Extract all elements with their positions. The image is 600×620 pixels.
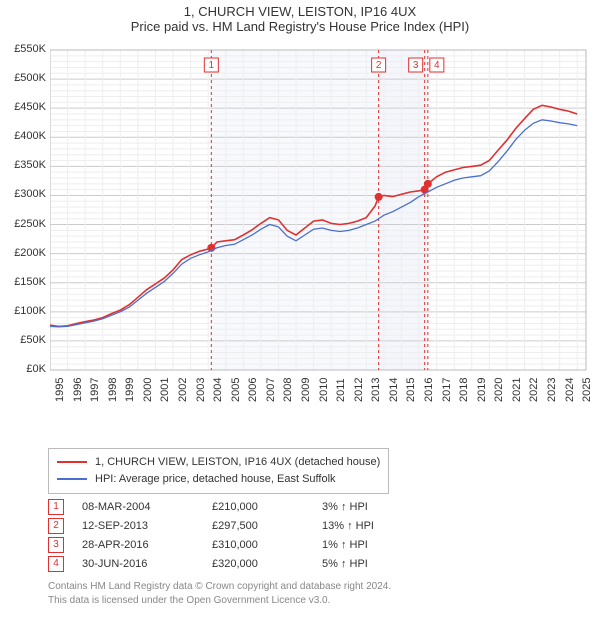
y-axis-label: £150K [2,276,46,288]
event-badge: 3 [48,537,64,553]
event-number: 4 [434,60,440,71]
chart-legend: 1, CHURCH VIEW, LEISTON, IP16 4UX (detac… [48,448,389,494]
event-number: 1 [209,60,215,71]
event-price: £297,500 [212,520,322,532]
y-axis-label: £300K [2,188,46,200]
y-axis-label: £100K [2,305,46,317]
y-axis-label: £400K [2,130,46,142]
y-axis-label: £350K [2,159,46,171]
x-axis-label: 2023 [546,378,558,402]
y-axis-label: £200K [2,247,46,259]
x-axis-label: 1998 [107,378,119,402]
x-axis-label: 2002 [177,378,189,402]
event-table: 1 08-MAR-2004£210,0003% ↑ HPI 2 12-SEP-2013… [48,497,442,573]
x-axis-label: 2009 [300,378,312,402]
x-axis-label: 2013 [370,378,382,402]
event-price: £210,000 [212,501,322,513]
event-row: 1 08-MAR-2004£210,0003% ↑ HPI [48,497,442,516]
x-axis-label: 2001 [159,378,171,402]
x-axis-label: 1996 [72,378,84,402]
x-axis-label: 2010 [318,378,330,402]
y-axis-label: £450K [2,101,46,113]
x-axis-label: 2011 [335,378,347,402]
y-axis-label: £500K [2,72,46,84]
x-axis-label: 2024 [564,378,576,402]
x-axis-label: 2021 [511,378,523,402]
page-subtitle: Price paid vs. HM Land Registry's House … [0,19,600,34]
x-axis-label: 2015 [405,378,417,402]
x-axis-label: 2018 [458,378,470,402]
event-delta: 5% ↑ HPI [322,558,442,570]
x-axis-label: 2020 [493,378,505,402]
event-price: £310,000 [212,539,322,551]
page-title: 1, CHURCH VIEW, LEISTON, IP16 4UX [0,4,600,19]
event-delta: 13% ↑ HPI [322,520,442,532]
x-axis-label: 1997 [89,378,101,402]
y-axis-label: £0K [2,363,46,375]
legend-label: HPI: Average price, detached house, East… [95,471,336,488]
event-date: 30-JUN-2016 [82,558,212,570]
x-axis-label: 2006 [247,378,259,402]
x-axis-label: 2003 [195,378,207,402]
event-row: 4 30-JUN-2016£320,0005% ↑ HPI [48,554,442,573]
x-axis-label: 2007 [265,378,277,402]
x-axis-label: 2019 [476,378,488,402]
attribution-footer: Contains HM Land Registry data © Crown c… [48,580,391,607]
x-axis-label: 2005 [230,378,242,402]
x-axis-label: 2014 [388,378,400,402]
event-badge: 1 [48,499,64,515]
event-badge: 2 [48,518,64,534]
x-axis-label: 2004 [212,378,224,402]
y-axis-label: £250K [2,218,46,230]
legend-item: 1, CHURCH VIEW, LEISTON, IP16 4UX (detac… [57,454,380,471]
y-axis-label: £550K [2,43,46,55]
x-axis-label: 2017 [441,378,453,402]
price-chart: 1 2 3 4 [50,46,590,406]
event-number: 2 [376,60,382,71]
chart-band [211,50,378,370]
event-delta: 3% ↑ HPI [322,501,442,513]
event-date: 08-MAR-2004 [82,501,212,513]
x-axis-label: 1995 [54,378,66,402]
event-date: 28-APR-2016 [82,539,212,551]
legend-swatch [57,461,87,463]
event-row: 2 12-SEP-2013£297,50013% ↑ HPI [48,516,442,535]
event-price: £320,000 [212,558,322,570]
x-axis-label: 2022 [528,378,540,402]
y-axis-label: £50K [2,334,46,346]
x-axis-label: 2008 [282,378,294,402]
x-axis-label: 2012 [353,378,365,402]
legend-label: 1, CHURCH VIEW, LEISTON, IP16 4UX (detac… [95,454,380,471]
event-delta: 1% ↑ HPI [322,539,442,551]
legend-item: HPI: Average price, detached house, East… [57,471,380,488]
x-axis-label: 2016 [423,378,435,402]
x-axis-label: 1999 [124,378,136,402]
x-axis-label: 2000 [142,378,154,402]
event-row: 3 28-APR-2016£310,0001% ↑ HPI [48,535,442,554]
event-date: 12-SEP-2013 [82,520,212,532]
footer-line: Contains HM Land Registry data © Crown c… [48,580,391,594]
x-axis-label: 2025 [581,378,593,402]
footer-line: This data is licensed under the Open Gov… [48,594,391,608]
event-badge: 4 [48,556,64,572]
event-number: 3 [413,60,419,71]
legend-swatch [57,478,87,480]
